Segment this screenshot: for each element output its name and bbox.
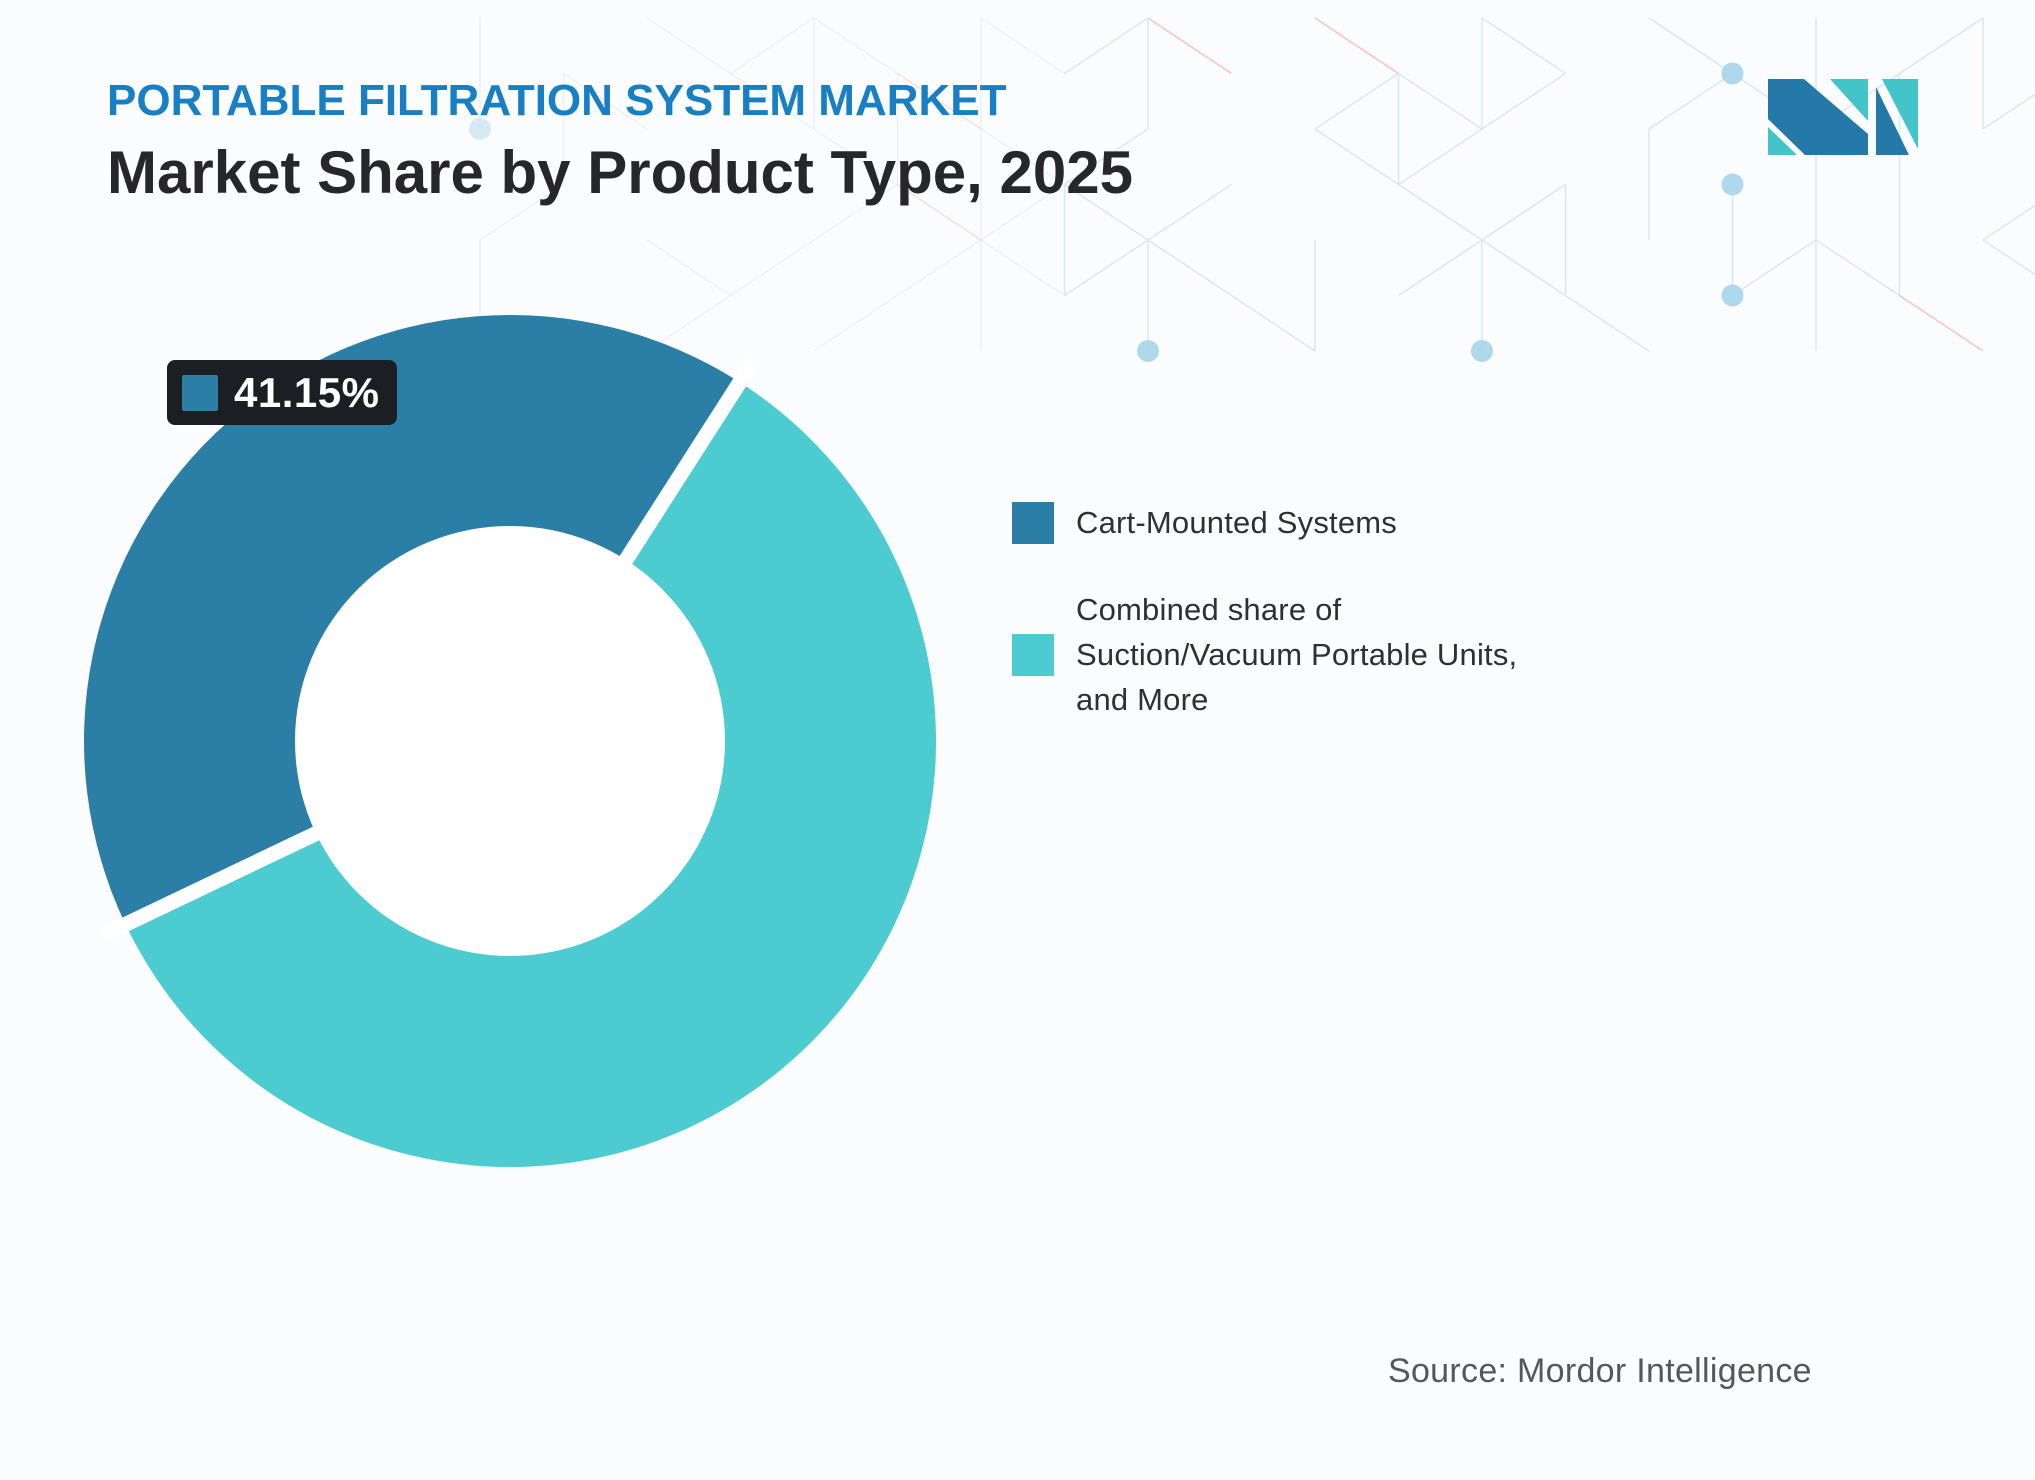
mesh-decoration bbox=[1314, 72, 1399, 130]
mesh-decoration bbox=[980, 128, 1065, 186]
mesh-decoration bbox=[1815, 239, 1900, 297]
mesh-decoration bbox=[897, 72, 982, 130]
mesh-decoration bbox=[813, 183, 898, 241]
mesh-decoration bbox=[1314, 17, 1399, 75]
mesh-decoration bbox=[1398, 72, 1483, 130]
donut-hole bbox=[295, 526, 725, 956]
mesh-decoration bbox=[1398, 183, 1483, 241]
mesh-decoration bbox=[1064, 183, 1149, 241]
legend-item-cart-mounted: Cart-Mounted Systems bbox=[1012, 500, 1517, 545]
legend-label: Cart-Mounted Systems bbox=[1076, 505, 1397, 540]
mesh-decoration bbox=[1648, 17, 1733, 75]
mesh-decoration bbox=[1982, 93, 2035, 130]
mesh-decoration bbox=[1147, 17, 1232, 75]
mesh-decoration bbox=[1147, 183, 1232, 241]
mesh-decoration bbox=[1137, 340, 1159, 362]
mesh-decoration bbox=[730, 72, 815, 130]
mesh-decoration bbox=[1064, 17, 1149, 75]
mesh-decoration bbox=[897, 239, 982, 297]
legend-label: Combined share of Suction/Vacuum Portabl… bbox=[1076, 592, 1518, 717]
mesh-decoration bbox=[1648, 72, 1733, 130]
mesh-decoration bbox=[1481, 239, 1566, 297]
source-attribution: Source: Mordor Intelligence bbox=[1388, 1352, 1812, 1390]
mesh-decoration bbox=[1314, 128, 1399, 186]
value-callout: 41.15% bbox=[167, 360, 397, 425]
mesh-decoration bbox=[897, 183, 982, 241]
logo-i-teal bbox=[1882, 79, 1918, 149]
mesh-decoration bbox=[1982, 239, 2035, 276]
legend-swatch-combined-share bbox=[1012, 633, 1054, 676]
slice-separator bbox=[606, 356, 761, 586]
slice-separator bbox=[98, 816, 342, 943]
logo-teal-top bbox=[1830, 79, 1868, 121]
mesh-decoration bbox=[1721, 173, 1744, 196]
mesh-decoration bbox=[730, 17, 815, 75]
mesh-decoration bbox=[646, 294, 731, 352]
chart-legend: Cart-Mounted Systems Combined share of S… bbox=[1012, 500, 1517, 722]
mesh-decoration bbox=[1982, 204, 2035, 241]
mesh-decoration bbox=[1398, 239, 1483, 297]
report-kicker: PORTABLE FILTRATION SYSTEM MARKET bbox=[107, 76, 1007, 125]
mesh-decoration bbox=[1721, 62, 1744, 85]
mesh-decoration bbox=[1481, 72, 1566, 130]
mesh-decoration bbox=[813, 128, 898, 186]
mesh-decoration bbox=[1481, 17, 1566, 75]
mesh-decoration bbox=[1721, 284, 1744, 307]
mordor-intelligence-logo-icon bbox=[1768, 79, 1918, 155]
mesh-decoration bbox=[646, 239, 731, 297]
mesh-decoration bbox=[1231, 294, 1316, 352]
header: PORTABLE FILTRATION SYSTEM MARKET Market… bbox=[107, 76, 1133, 207]
mesh-decoration bbox=[980, 183, 1065, 241]
logo-i-blue bbox=[1876, 87, 1909, 155]
mesh-decoration bbox=[1471, 340, 1493, 362]
mesh-decoration bbox=[980, 239, 1065, 297]
mesh-decoration bbox=[1398, 128, 1483, 186]
mesh-decoration bbox=[479, 183, 564, 241]
mesh-decoration bbox=[1565, 294, 1650, 352]
mesh-decoration bbox=[563, 72, 648, 130]
mesh-decoration bbox=[813, 17, 898, 75]
legend-swatch-cart-mounted bbox=[1012, 501, 1054, 544]
mesh-decoration bbox=[1064, 128, 1149, 186]
page-title: Market Share by Product Type, 2025 bbox=[107, 139, 1133, 207]
mesh-decoration bbox=[813, 294, 898, 352]
mesh-decoration bbox=[469, 118, 491, 140]
mesh-decoration bbox=[1899, 294, 1984, 352]
mesh-decoration bbox=[1899, 17, 1984, 75]
logo-teal-corner bbox=[1768, 127, 1797, 155]
mesh-decoration bbox=[730, 239, 815, 297]
callout-value: 41.15% bbox=[234, 368, 380, 416]
mesh-decoration bbox=[1732, 239, 1817, 297]
mesh-decoration bbox=[1064, 239, 1149, 297]
mesh-decoration bbox=[646, 17, 731, 75]
mesh-decoration bbox=[1481, 183, 1566, 241]
mesh-decoration bbox=[1147, 239, 1232, 297]
callout-swatch bbox=[182, 374, 218, 411]
logo-m-stroke bbox=[1768, 79, 1868, 155]
legend-item-combined-share: Combined share of Suction/Vacuum Portabl… bbox=[1012, 587, 1517, 722]
mesh-decoration bbox=[980, 17, 1065, 75]
